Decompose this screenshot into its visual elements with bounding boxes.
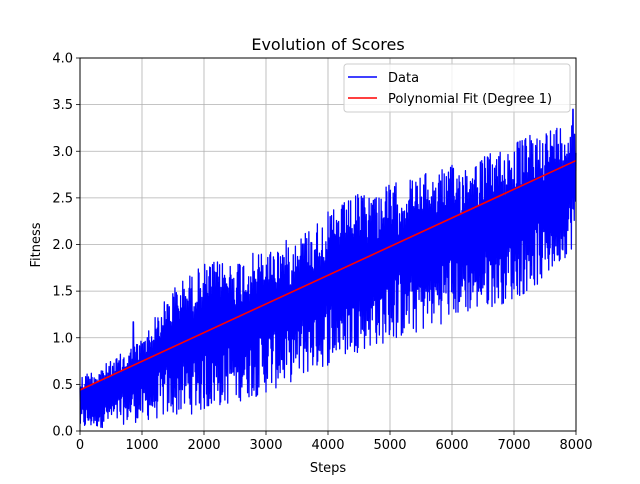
x-tick-label: 5000 <box>373 438 406 453</box>
x-tick-label: 6000 <box>435 438 468 453</box>
y-tick-label: 1.5 <box>52 285 73 300</box>
legend: Data Polynomial Fit (Degree 1) <box>343 63 571 113</box>
x-tick-label: 7000 <box>497 438 530 453</box>
legend-label-fit: Polynomial Fit (Degree 1) <box>388 92 552 107</box>
x-axis-title: Steps <box>310 461 347 476</box>
y-tick-label: 0.0 <box>52 425 73 440</box>
y-axis: 0.0 0.5 1.0 1.5 2.0 2.5 3.0 3.5 4.0 <box>52 52 80 440</box>
chart-title: Evolution of Scores <box>251 35 404 54</box>
fit-line <box>79 159 577 391</box>
data-line <box>79 108 577 429</box>
y-tick-label: 1.0 <box>52 331 73 346</box>
x-axis: 0 1000 2000 3000 4000 5000 6000 7000 8000 <box>76 431 593 453</box>
x-tick-label: 0 <box>76 438 84 453</box>
y-tick-label: 2.0 <box>52 238 73 253</box>
x-tick-label: 4000 <box>311 438 344 453</box>
y-axis-title: Fitness <box>29 222 44 267</box>
legend-label-data: Data <box>388 71 419 86</box>
legend-box <box>343 63 571 113</box>
y-tick-label: 4.0 <box>52 52 73 67</box>
fit-series <box>79 159 577 391</box>
y-tick-label: 0.5 <box>52 378 73 393</box>
y-tick-label: 3.5 <box>52 98 73 113</box>
x-tick-label: 3000 <box>249 438 282 453</box>
x-tick-label: 2000 <box>187 438 220 453</box>
data-series <box>79 108 577 429</box>
y-tick-label: 3.0 <box>52 145 73 160</box>
x-tick-label: 8000 <box>559 438 592 453</box>
x-tick-label: 1000 <box>125 438 158 453</box>
y-tick-label: 2.5 <box>52 191 73 206</box>
